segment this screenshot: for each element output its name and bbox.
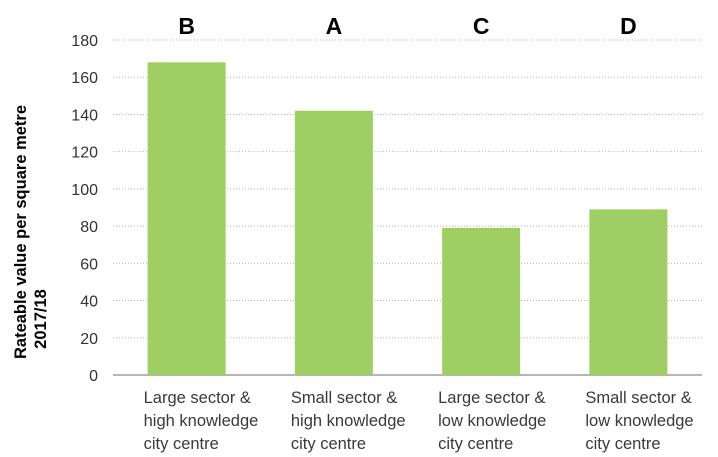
bar-letter: C (473, 13, 490, 39)
bar (442, 227, 521, 375)
y-axis-title-line-1: Rateable value per square metre (12, 105, 30, 359)
x-category-label: high knowledge (144, 412, 259, 430)
x-category-label: Large sector & (438, 389, 545, 407)
x-category-label: high knowledge (291, 412, 406, 430)
y-tick-label: 120 (71, 145, 98, 162)
bar (589, 209, 668, 375)
bar-letter: A (326, 13, 343, 39)
x-category-label: city centre (438, 435, 513, 453)
x-category-label: low knowledge (585, 412, 693, 430)
x-category-label: Large sector & (144, 389, 251, 407)
y-tick-label: 20 (80, 331, 98, 348)
y-tick-label: 40 (80, 294, 98, 311)
gridlines (113, 39, 702, 339)
x-category-label: city centre (291, 435, 366, 453)
bar-letter: B (178, 13, 195, 39)
x-category-label: Small sector & (291, 389, 397, 407)
y-tick-label: 0 (89, 368, 98, 385)
y-tick-label: 80 (80, 219, 98, 236)
y-tick-label: 160 (71, 70, 98, 87)
x-category-label: Small sector & (585, 389, 691, 407)
y-axis-title-line-2: 2017/18 (32, 289, 50, 349)
bar (147, 62, 226, 375)
x-category-label: city centre (585, 435, 660, 453)
bar-letter: D (620, 13, 637, 39)
y-tick-label: 140 (71, 107, 98, 124)
x-category-label: low knowledge (438, 412, 546, 430)
x-category-label: city centre (144, 435, 219, 453)
bar (294, 110, 373, 375)
y-axis-ticks: 0 20 40 60 80 100 120 140 160 180 (71, 33, 98, 385)
y-tick-label: 60 (80, 256, 98, 273)
category-labels: Large sector & high knowledge city centre S… (144, 389, 694, 453)
bars (147, 62, 668, 375)
y-tick-label: 180 (71, 33, 98, 50)
y-tick-label: 100 (71, 182, 98, 199)
y-axis-title: Rateable value per square metre 2017/18 (12, 105, 50, 359)
